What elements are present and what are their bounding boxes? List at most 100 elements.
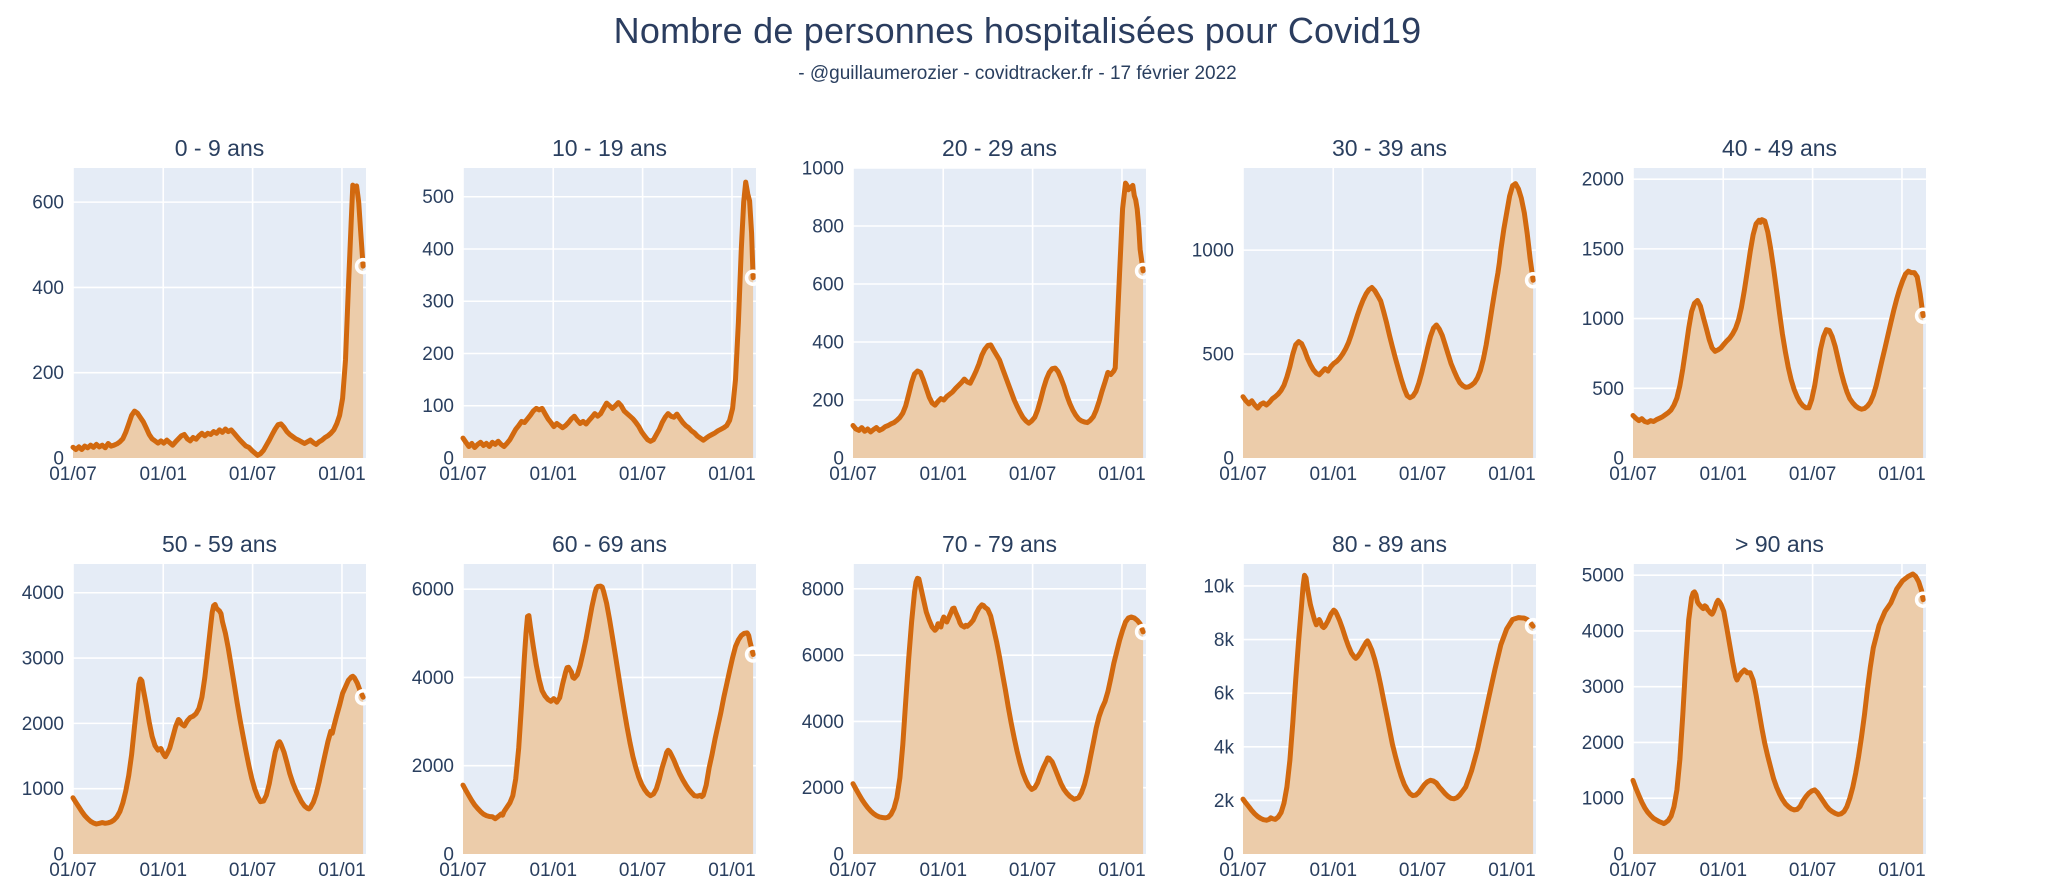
y-tick-label: 1000 [1192, 241, 1234, 262]
last-value-marker [744, 646, 762, 663]
x-tick-label: 01/01 [1309, 464, 1357, 482]
series-line [70, 602, 366, 827]
x-tick-label: 01/07 [1609, 464, 1657, 482]
x-tick-label: 01/01 [919, 860, 967, 878]
x-tick-label: 01/01 [1878, 860, 1926, 878]
x-tick-label: 01/01 [1098, 860, 1146, 878]
y-tick-label: 0 [1223, 449, 1234, 470]
y-tick-label: 3000 [1582, 677, 1624, 698]
subplot-title: 60 - 69 ans [552, 531, 667, 557]
series-area [463, 182, 754, 458]
y-tick-label: 3000 [22, 649, 64, 670]
y-tick-label: 500 [422, 187, 454, 208]
x-tick-label: 01/07 [1789, 464, 1837, 482]
plot-area[interactable] [73, 168, 366, 458]
y-tick-label: 400 [812, 333, 844, 354]
chart-svg: 0 1000 2000 3000 4000 5000 01/07 01/01 01/07 01/0… [1582, 531, 1932, 878]
y-tick-label: 0 [443, 449, 454, 470]
series-area [1243, 183, 1534, 458]
series-area [853, 578, 1144, 854]
y-tick-label: 500 [1202, 345, 1234, 366]
series-line [1630, 217, 1926, 425]
y-tick-label: 4000 [412, 668, 454, 689]
subplot-90-ans: 0 1000 2000 3000 4000 5000 01/07 01/01 01/07 01/0… [1560, 508, 1950, 878]
last-value-marker [354, 257, 372, 275]
y-tick-label: 2000 [1582, 170, 1624, 191]
y-tick-label: 10k [1203, 576, 1234, 597]
x-tick-label: 01/07 [619, 464, 667, 482]
subplot-0-9-ans: 0 200 400 600 01/07 01/01 01/07 01/01 0 - 9 ans [0, 112, 390, 485]
x-tick-label: 01/01 [708, 464, 756, 482]
x-tick-label: 01/01 [919, 464, 967, 482]
x-tick-label: 01/07 [1789, 860, 1837, 878]
last-value-marker [1134, 623, 1152, 641]
x-tick-label: 01/01 [139, 464, 187, 482]
chart-svg: 0 200 400 600 800 1000 01/07 01/01 01/07 01/01 20 … [802, 135, 1152, 485]
last-value-marker [1914, 591, 1932, 608]
y-tick-label: 1500 [1582, 239, 1624, 260]
subplot-60-69-ans: 0 2000 4000 6000 01/07 01/01 01/07 01/01 60 - 69… [390, 508, 780, 878]
last-value-marker [354, 688, 372, 706]
x-tick-label: 01/07 [829, 860, 877, 878]
y-tick-label: 0 [1613, 449, 1624, 470]
subplot-title: 50 - 59 ans [162, 531, 277, 557]
subplot-title: 70 - 79 ans [942, 531, 1057, 557]
y-tick-label: 4000 [22, 583, 64, 604]
y-tick-label: 6000 [412, 580, 454, 601]
series-line [1630, 571, 1926, 827]
last-value-marker [1524, 272, 1542, 289]
subplot-title: 10 - 19 ans [552, 135, 667, 161]
subplot-title: 80 - 89 ans [1332, 531, 1447, 557]
subplot-30-39-ans: 0 500 1000 01/07 01/01 01/07 01/01 30 - 39 ans [1170, 112, 1560, 485]
y-tick-label: 2000 [412, 756, 454, 777]
y-tick-label: 6000 [802, 646, 844, 667]
x-tick-label: 01/01 [529, 464, 577, 482]
subplot-50-59-ans: 0 1000 2000 3000 4000 01/07 01/01 01/07 01/01 50 … [0, 508, 390, 878]
subplot-20-29-ans: 0 200 400 600 800 1000 01/07 01/01 01/07 01/01 20 … [780, 112, 1170, 485]
chart-svg: 0 500 1000 1500 2000 01/07 01/01 01/07 01/01 40 -… [1582, 135, 1932, 485]
y-tick-label: 200 [422, 344, 454, 365]
x-tick-label: 01/07 [1009, 464, 1057, 482]
y-tick-label: 100 [422, 396, 454, 417]
subplot-title: 40 - 49 ans [1722, 135, 1837, 161]
y-tick-label: 0 [1613, 845, 1624, 866]
y-tick-label: 600 [32, 193, 64, 214]
x-tick-label: 01/07 [49, 464, 97, 482]
y-tick-label: 0 [53, 845, 64, 866]
y-tick-label: 8k [1214, 630, 1235, 651]
subplot-title: > 90 ans [1735, 531, 1824, 557]
y-tick-label: 2000 [802, 778, 844, 799]
y-tick-label: 2k [1214, 791, 1235, 812]
last-value-marker [1134, 262, 1152, 280]
y-tick-label: 2000 [22, 714, 64, 735]
last-value-marker [1914, 307, 1932, 325]
x-tick-label: 01/07 [229, 860, 277, 878]
y-tick-label: 0 [53, 449, 64, 470]
series-line [850, 575, 1146, 821]
x-tick-label: 01/07 [1399, 464, 1447, 482]
subplot-title: 30 - 39 ans [1332, 135, 1447, 161]
y-tick-label: 6k [1214, 684, 1235, 705]
series-line [1240, 572, 1536, 823]
series-area [1243, 575, 1534, 854]
x-tick-label: 01/07 [619, 860, 667, 878]
x-tick-label: 01/07 [439, 464, 487, 482]
x-tick-label: 01/01 [1309, 860, 1357, 878]
chart-svg: 0 100 200 300 400 500 01/07 01/01 01/07 01/01 10 -… [422, 135, 762, 485]
series-area [1633, 574, 1924, 854]
y-tick-label: 1000 [1582, 309, 1624, 330]
x-tick-label: 01/07 [1219, 860, 1267, 878]
x-tick-label: 01/01 [1699, 464, 1747, 482]
series-line [460, 583, 756, 822]
subplot-70-79-ans: 0 2000 4000 6000 8000 01/07 01/01 01/07 01/01 70 … [780, 508, 1170, 878]
chart-svg: 0 1000 2000 3000 4000 01/07 01/01 01/07 01/01 50 … [22, 531, 372, 878]
x-tick-label: 01/01 [1878, 464, 1926, 482]
x-tick-label: 01/01 [708, 860, 756, 878]
chart-svg: 0 2000 4000 6000 01/07 01/01 01/07 01/01 60 - 69… [412, 531, 762, 878]
page-title: Nombre de personnes hospitalisées pour C… [613, 10, 1422, 51]
y-tick-label: 1000 [22, 779, 64, 800]
series-line [70, 182, 366, 458]
y-tick-label: 4000 [802, 712, 844, 733]
y-tick-label: 4k [1214, 737, 1235, 758]
